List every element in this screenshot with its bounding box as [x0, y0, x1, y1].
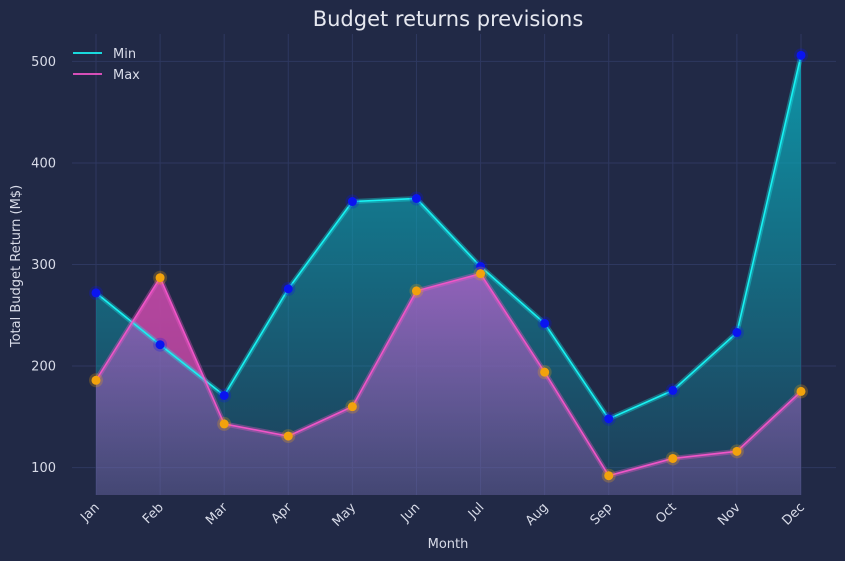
point-max-jan [91, 375, 101, 385]
x-tick-label-mar: Mar [203, 500, 231, 528]
point-max-aug [540, 367, 550, 377]
point-min-apr [283, 284, 293, 294]
series-lines [93, 54, 804, 479]
point-min-sep [604, 414, 614, 424]
y-axis-title: Total Budget Return (M$) [9, 185, 24, 348]
point-max-nov [732, 446, 742, 456]
y-tick-label: 300 [31, 258, 56, 273]
point-min-dec [796, 50, 806, 60]
point-min-aug [540, 318, 550, 328]
x-tick-label-may: May [330, 500, 360, 530]
x-tick-label-jan: Jan [77, 500, 102, 525]
area-fill-max [96, 273, 801, 495]
series-line-min [95, 55, 802, 420]
point-min-may [347, 197, 357, 207]
point-min-mar [219, 390, 229, 400]
point-min-oct [668, 385, 678, 395]
legend-label-min: Min [113, 47, 136, 62]
legend: Min Max [73, 47, 140, 83]
point-max-feb [155, 273, 165, 283]
point-max-sep [604, 471, 614, 481]
point-max-may [347, 402, 357, 412]
point-max-jun [411, 286, 421, 296]
x-tick-label-dec: Dec [779, 500, 807, 528]
point-min-jul [476, 262, 486, 272]
y-tick-label: 200 [31, 360, 56, 375]
point-max-jul [476, 269, 486, 279]
series-line-max [95, 272, 802, 477]
point-max-apr [283, 431, 293, 441]
point-max-mar [219, 419, 229, 429]
y-tick-labels: 100 200 300 400 500 [31, 55, 56, 476]
series-markers [89, 48, 808, 483]
point-max-dec [796, 386, 806, 396]
y-tick-label: 100 [31, 461, 56, 476]
area-fill-min [96, 55, 801, 495]
point-min-jan [91, 288, 101, 298]
x-tick-label-jun: Jun [398, 500, 424, 526]
y-tick-label: 400 [31, 156, 56, 171]
x-tick-label-sep: Sep [588, 500, 616, 528]
point-min-jun [411, 193, 421, 203]
legend-label-max: Max [113, 68, 140, 83]
x-tick-label-jul: Jul [465, 500, 487, 522]
x-tick-label-oct: Oct [653, 500, 680, 527]
chart-title: Budget returns previsions [313, 7, 584, 31]
point-min-feb [155, 340, 165, 350]
area-fill-max-above-min [132, 277, 206, 381]
point-max-oct [668, 453, 678, 463]
y-tick-label: 500 [31, 55, 56, 70]
area-fills [96, 55, 801, 495]
x-tick-labels: Jan Feb Mar Apr May Jun Jul Aug Sep Oct Nov Dec [77, 500, 807, 530]
x-tick-label-nov: Nov [715, 500, 744, 529]
x-tick-label-feb: Feb [140, 500, 167, 527]
x-tick-label-apr: Apr [269, 500, 296, 527]
point-min-nov [732, 328, 742, 338]
x-axis-title: Month [428, 537, 469, 552]
x-tick-label-aug: Aug [523, 500, 552, 529]
